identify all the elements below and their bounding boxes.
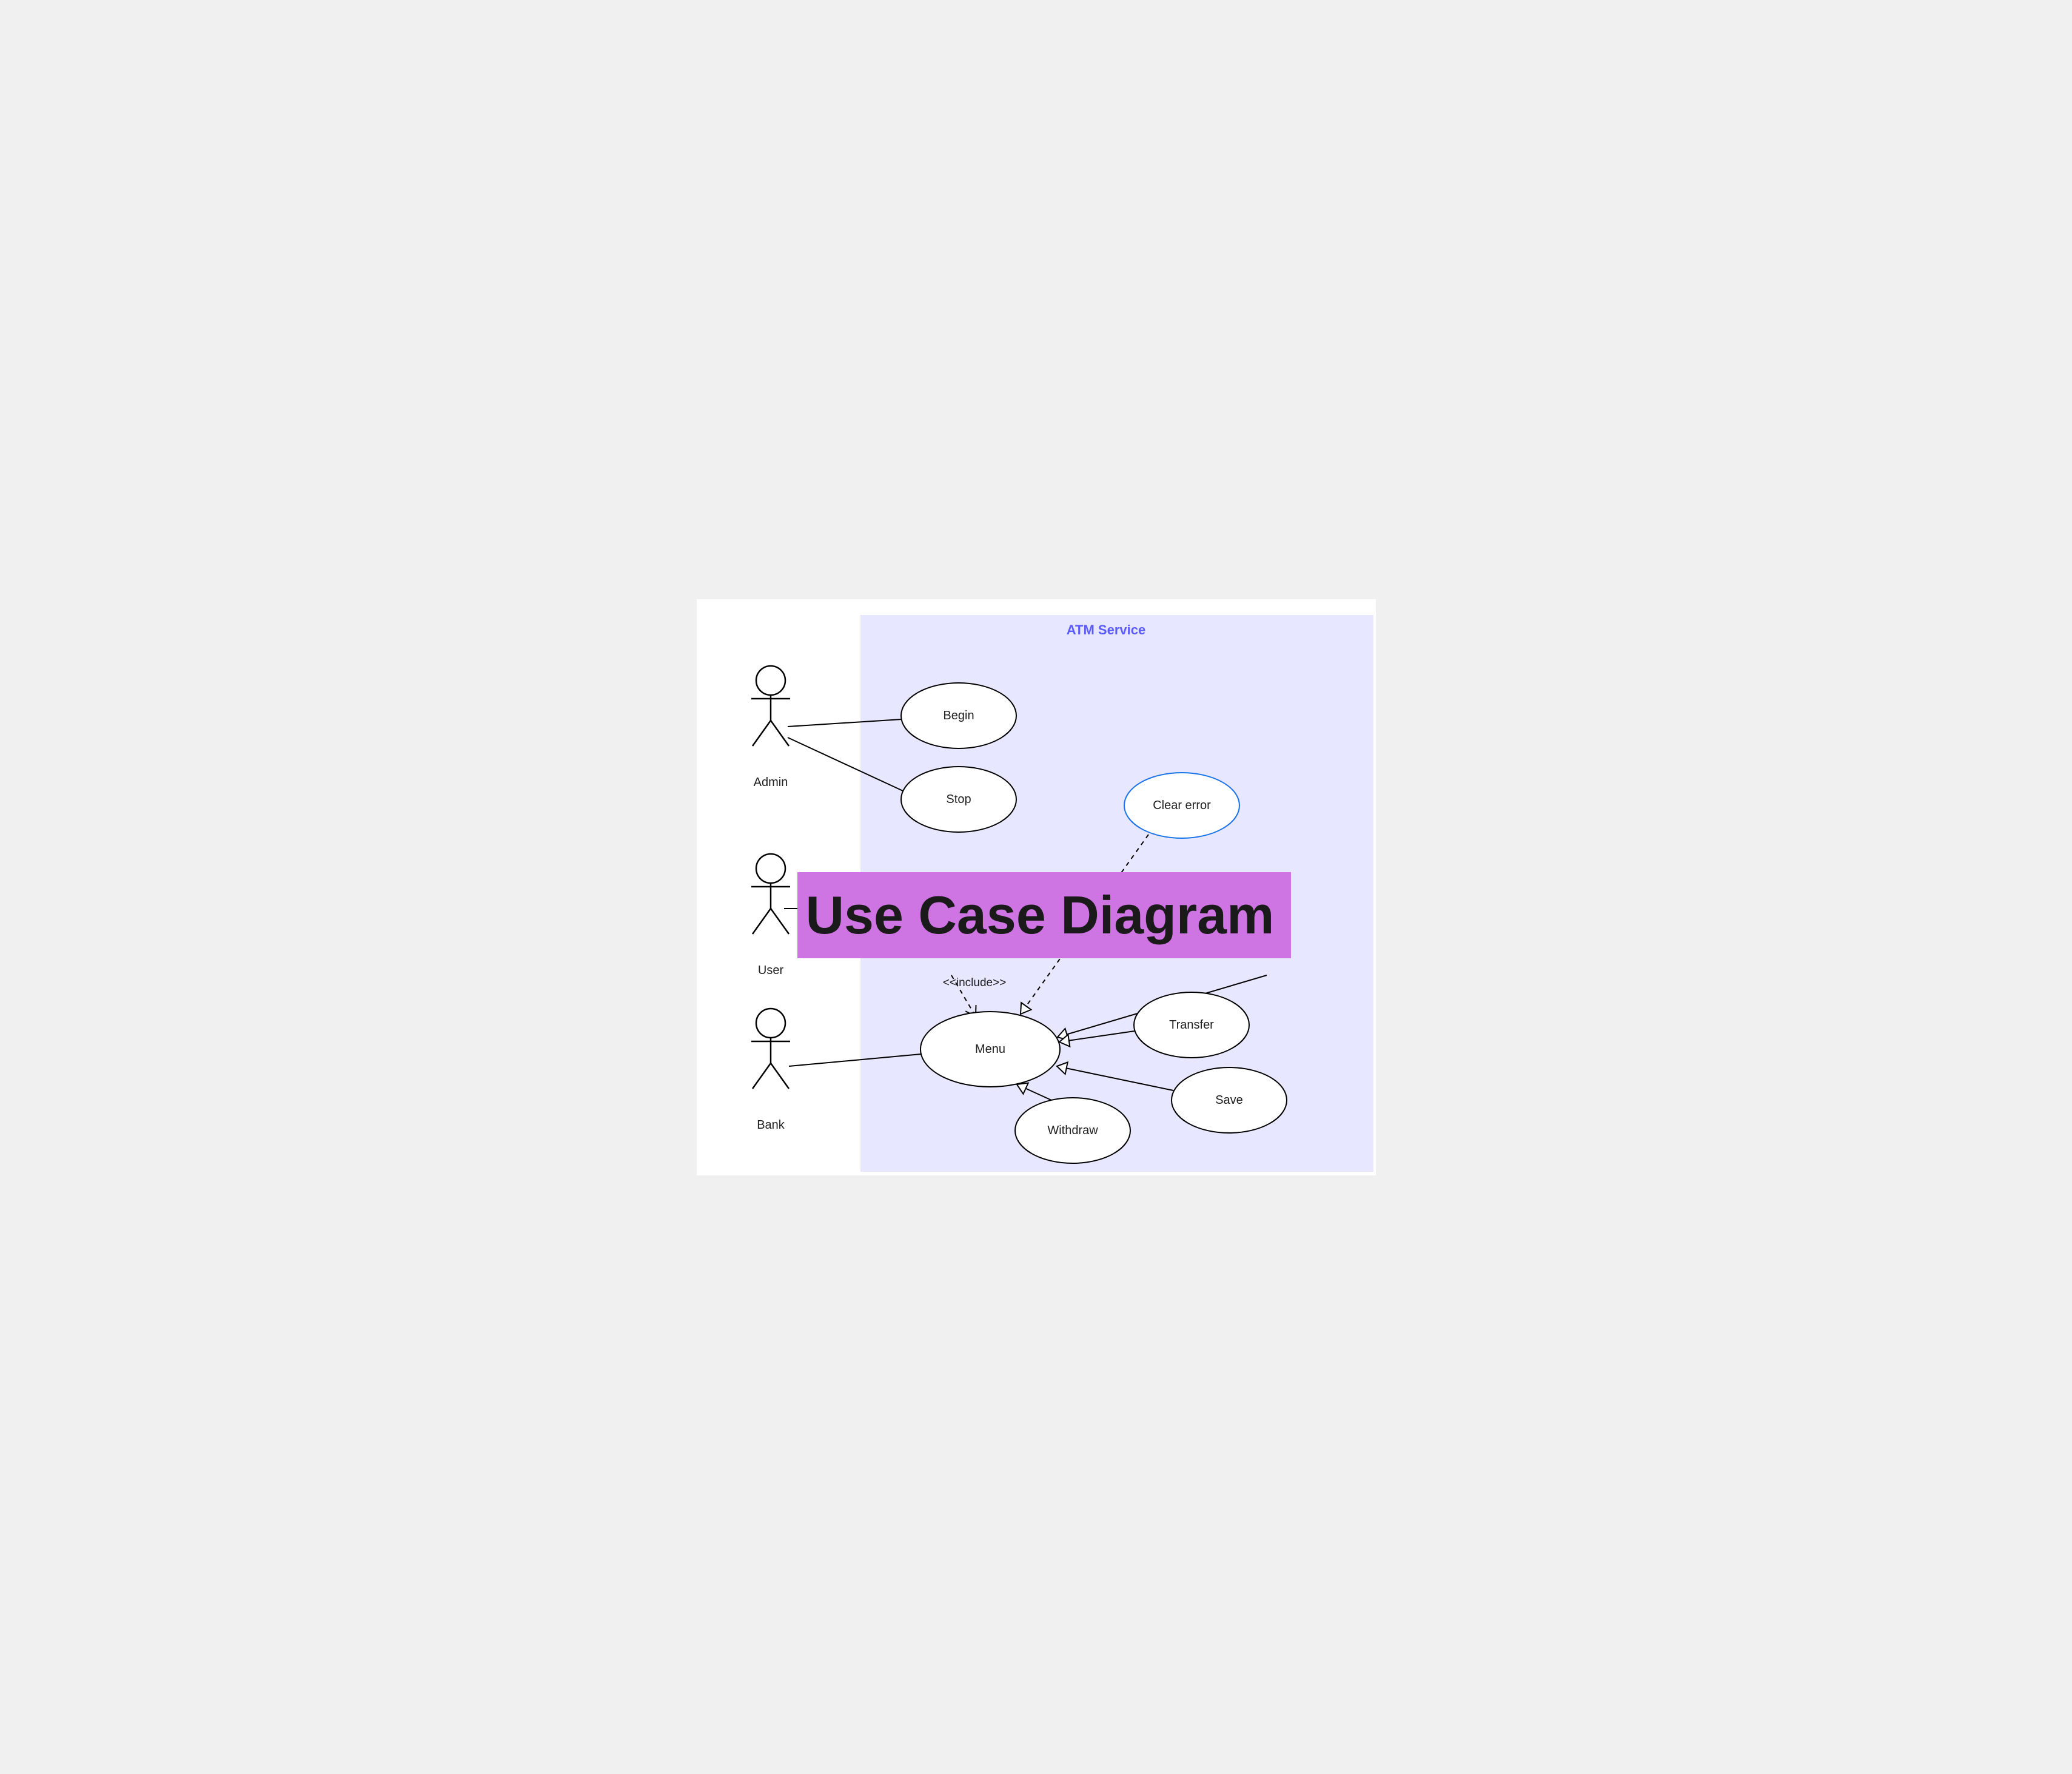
diagram-canvas: ATM Service <<include>> Begin Stop Clear err… <box>697 599 1376 1175</box>
usecase-transfer: Transfer <box>1134 992 1249 1058</box>
page: ATM Service <<include>> Begin Stop Clear err… <box>679 581 1394 1194</box>
usecase-begin: Begin <box>901 683 1016 748</box>
actor-admin: Admin <box>751 666 790 789</box>
actor-label-admin: Admin <box>753 776 788 789</box>
usecase-label-transfer: Transfer <box>1169 1018 1214 1032</box>
usecase-label-stop: Stop <box>946 793 971 806</box>
usecase-clearerror: Clear error <box>1124 773 1239 838</box>
title-overlay-text: Use Case Diagram <box>806 884 1275 946</box>
lbl-include: <<include>> <box>942 976 1006 989</box>
system-title: ATM Service <box>1066 622 1145 637</box>
usecase-label-withdraw: Withdraw <box>1047 1124 1098 1137</box>
title-overlay: Use Case Diagram <box>797 872 1291 958</box>
actor-user: User <box>751 854 790 977</box>
usecase-menu: Menu <box>920 1012 1060 1087</box>
usecase-label-clearerror: Clear error <box>1153 799 1211 812</box>
actor-label-bank: Bank <box>757 1118 785 1132</box>
usecase-label-menu: Menu <box>974 1043 1005 1056</box>
actor-bank: Bank <box>751 1009 790 1132</box>
usecase-withdraw: Withdraw <box>1015 1098 1130 1163</box>
usecase-label-save: Save <box>1215 1094 1243 1107</box>
usecase-save: Save <box>1172 1067 1287 1133</box>
actor-label-user: User <box>757 964 783 977</box>
usecase-label-begin: Begin <box>943 709 974 722</box>
usecase-stop: Stop <box>901 767 1016 832</box>
